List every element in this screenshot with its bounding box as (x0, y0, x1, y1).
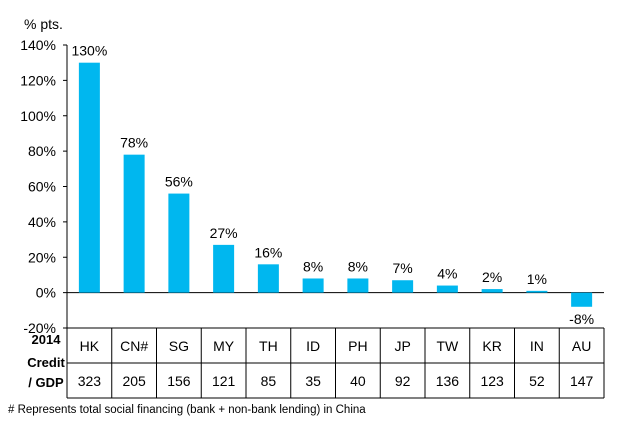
bar-ID (302, 278, 324, 293)
data-label-IN: 1% (527, 271, 547, 287)
data-label-HK: 130% (71, 43, 107, 59)
credit-gdp-value-ID: 35 (305, 373, 321, 389)
category-label-ID: ID (306, 338, 320, 354)
footnote: # Represents total social financing (ban… (8, 404, 366, 416)
y-tick-label: 100% (20, 108, 56, 124)
bar-HK (78, 62, 100, 293)
credit-gdp-value-CN#: 205 (122, 373, 146, 389)
category-label-KR: KR (482, 338, 501, 354)
credit-gdp-value-IN: 52 (529, 373, 545, 389)
y-tick-label: 60% (28, 179, 56, 195)
bar-TH (257, 264, 279, 293)
bar-MY (213, 244, 235, 293)
category-label-CN#: CN# (120, 338, 148, 354)
credit-gdp-value-HK: 323 (78, 373, 102, 389)
data-label-TW: 4% (437, 266, 457, 282)
category-label-IN: IN (530, 338, 544, 354)
category-label-HK: HK (80, 338, 100, 354)
credit-gdp-value-AU: 147 (570, 373, 594, 389)
data-label-CN#: 78% (120, 135, 148, 151)
category-label-MY: MY (213, 338, 235, 354)
table-row-label: / GDP (28, 375, 64, 390)
credit-gdp-value-TW: 136 (436, 373, 460, 389)
bar-JP (392, 280, 414, 293)
data-label-SG: 56% (165, 174, 193, 190)
data-label-PH: 8% (348, 258, 368, 274)
bar-KR (481, 289, 503, 293)
bar-AU (571, 292, 593, 307)
y-tick-label: 80% (28, 143, 56, 159)
credit-gdp-value-KR: 123 (480, 373, 504, 389)
credit-gdp-value-JP: 92 (395, 373, 411, 389)
bar-PH (347, 278, 369, 293)
table-row-label: 2014 (32, 332, 62, 347)
table-row-label: Credit (27, 355, 65, 370)
bar-SG (168, 193, 190, 293)
credit-gdp-value-MY: 121 (212, 373, 236, 389)
bar-TW (436, 285, 458, 293)
data-label-AU: -8% (569, 311, 594, 327)
bar-CN# (123, 154, 145, 293)
y-tick-label: -20% (23, 320, 56, 336)
category-label-JP: JP (394, 338, 410, 354)
category-label-TW: TW (436, 338, 459, 354)
category-label-SG: SG (169, 338, 189, 354)
data-label-JP: 7% (393, 260, 413, 276)
y-tick-label: 0% (36, 285, 56, 301)
category-label-AU: AU (572, 338, 591, 354)
bar-IN (526, 290, 548, 293)
category-label-PH: PH (348, 338, 367, 354)
data-label-MY: 27% (210, 225, 238, 241)
y-tick-label: 40% (28, 214, 56, 230)
data-label-ID: 8% (303, 258, 323, 274)
bar-chart: % pts. 140% 120% 100% 80% 60% 40% 20% 0% -20% 130%… (20, 16, 605, 399)
credit-gdp-value-TH: 85 (261, 373, 277, 389)
credit-gdp-value-PH: 40 (350, 373, 366, 389)
data-label-TH: 16% (254, 244, 282, 260)
y-tick-label: 20% (28, 249, 56, 265)
y-axis-label: % pts. (24, 16, 63, 32)
y-tick-label: 140% (20, 37, 56, 53)
y-tick-label: 120% (20, 72, 56, 88)
category-label-TH: TH (259, 338, 278, 354)
credit-gdp-value-SG: 156 (167, 373, 191, 389)
data-label-KR: 2% (482, 269, 502, 285)
